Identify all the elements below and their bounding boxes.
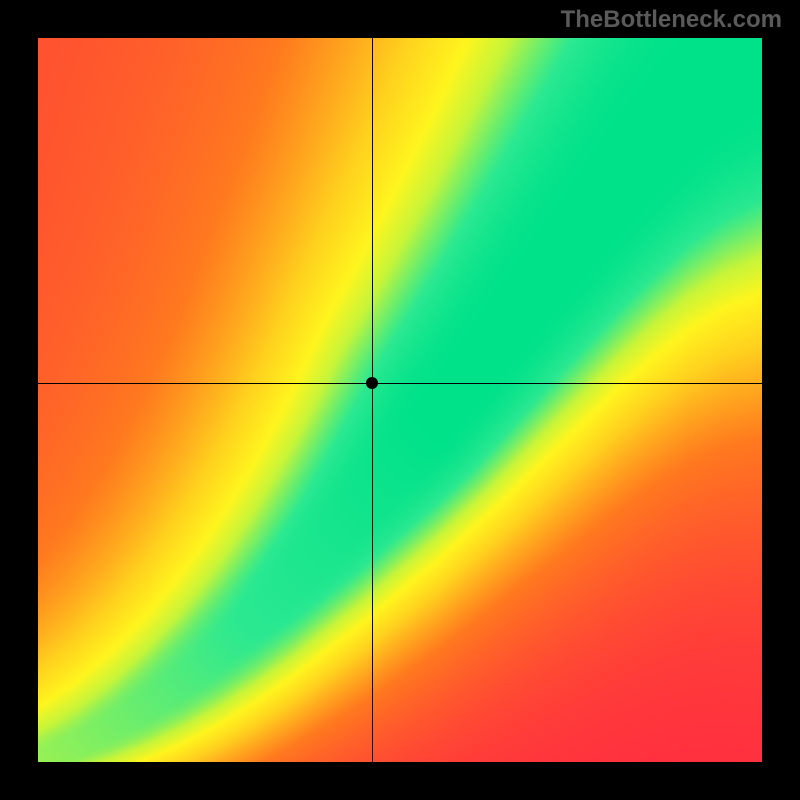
heatmap-chart xyxy=(38,38,762,762)
heatmap-canvas xyxy=(38,38,762,762)
crosshair-marker xyxy=(366,377,378,389)
crosshair-vertical xyxy=(372,38,373,762)
crosshair-horizontal xyxy=(38,383,762,384)
watermark-text: TheBottleneck.com xyxy=(561,6,782,34)
